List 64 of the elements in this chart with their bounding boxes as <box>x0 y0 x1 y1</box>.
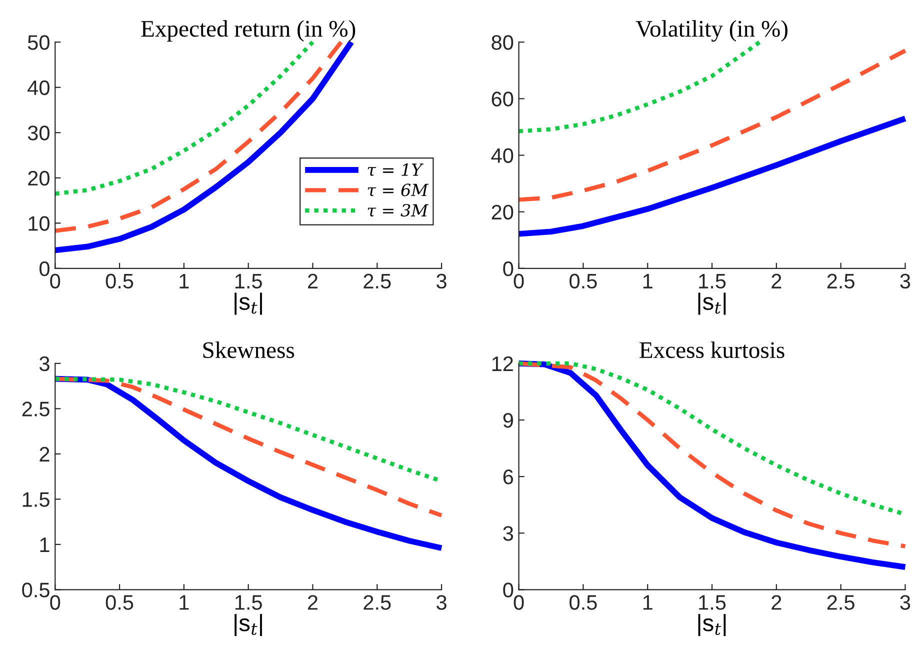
y-tick-label: 30 <box>28 126 50 140</box>
line-series <box>53 40 315 196</box>
x-tick-label: 1 <box>180 274 189 288</box>
x-tick-label: 0.5 <box>106 274 134 289</box>
x-axis-title: |s$_{t}$| <box>698 614 726 636</box>
x-tick-label: 0.5 <box>106 595 134 610</box>
y-tick-label: 20 <box>28 170 50 186</box>
y-tick-label: 40 <box>491 148 514 164</box>
y-tick-label: 1.5 <box>22 492 50 507</box>
x-axis-title: |s$_{t}$| <box>234 614 262 636</box>
x-tick-label: 3 <box>900 595 910 610</box>
chart-title: Excess kurtosis <box>640 341 784 358</box>
x-tick-label: 1 <box>643 274 652 288</box>
x-tick-label: 2.5 <box>364 595 391 610</box>
y-tick-label: 12 <box>492 356 513 371</box>
chart-title: Expected return (in %) <box>141 20 356 42</box>
y-tick-label: 80 <box>492 35 514 50</box>
x-tick-label: 0 <box>50 274 60 289</box>
x-tick-label: 1 <box>180 595 189 610</box>
line-series <box>516 40 762 134</box>
y-tick-label: 0 <box>503 261 514 276</box>
x-tick-label: 1.5 <box>235 595 262 610</box>
x-tick-label: 2.5 <box>827 274 854 289</box>
x-tick-label: 2 <box>308 274 318 288</box>
y-tick-label: 3 <box>503 526 514 541</box>
x-tick-label: 3 <box>900 274 910 289</box>
x-tick-label: 1.5 <box>699 274 726 289</box>
x-tick-label: 0 <box>514 595 524 610</box>
y-tick-label: 2 <box>40 446 50 462</box>
legend-label: τ = 3M <box>368 204 429 217</box>
x-tick-label: 0 <box>514 274 524 289</box>
y-tick-label: 1 <box>40 538 50 552</box>
x-tick-label: 3 <box>436 595 446 610</box>
x-tick-label: 1 <box>643 595 652 610</box>
x-tick-label: 3 <box>436 274 446 289</box>
legend-label: τ = 1Y <box>368 163 424 176</box>
line-series <box>516 48 908 202</box>
x-tick-label: 2.5 <box>364 274 391 289</box>
y-tick-label: 60 <box>492 92 514 106</box>
y-tick-label: 9 <box>503 412 513 428</box>
y-tick-label: 0 <box>503 582 514 598</box>
y-tick-label: 0.5 <box>22 582 50 598</box>
x-axis-title: |s$_{t}$| <box>698 292 726 315</box>
y-tick-label: 40 <box>28 80 50 96</box>
x-tick-label: 2.5 <box>827 595 854 610</box>
x-tick-label: 2 <box>308 595 318 610</box>
x-axis-title: |s$_{t}$| <box>234 292 262 315</box>
x-tick-label: 2 <box>772 274 782 288</box>
chart-title: Skewness <box>203 341 294 358</box>
x-tick-label: 2 <box>772 595 782 610</box>
y-tick-label: 10 <box>28 216 50 231</box>
x-tick-label: 1.5 <box>699 595 726 610</box>
x-tick-label: 0.5 <box>570 595 597 610</box>
y-tick-label: 20 <box>492 204 514 220</box>
y-tick-label: 50 <box>28 35 50 50</box>
y-tick-label: 3 <box>39 356 50 372</box>
y-tick-label: 6 <box>503 470 514 484</box>
x-tick-label: 0 <box>50 595 60 610</box>
y-tick-label: 2.5 <box>22 402 50 416</box>
x-tick-label: 1.5 <box>235 274 262 289</box>
y-tick-label: 0 <box>40 261 50 276</box>
chart-title: Volatility (in %) <box>636 20 788 42</box>
legend-label: τ = 6M <box>368 184 429 196</box>
x-tick-label: 0.5 <box>570 274 597 289</box>
